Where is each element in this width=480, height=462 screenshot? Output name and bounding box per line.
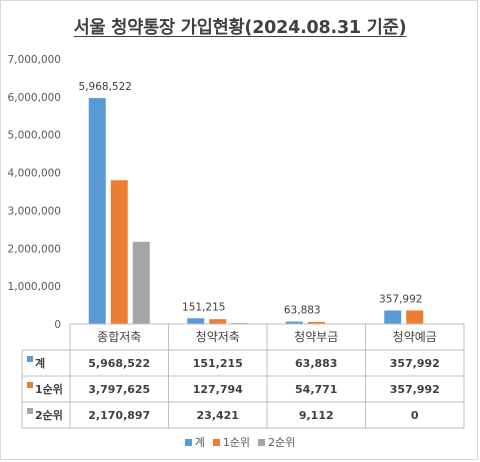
legend-swatch [184, 439, 192, 446]
y-tick-label: 3,000,000 [8, 205, 61, 217]
bar-1순위-종합저축 [110, 180, 128, 324]
table-legend-key [27, 356, 33, 362]
table-row-label: 1순위 [35, 383, 63, 396]
data-label: 151,215 [182, 301, 225, 313]
legend-item: 계 [184, 434, 205, 450]
category-label: 청약예금 [393, 329, 437, 344]
y-tick-label: 1,000,000 [8, 281, 61, 293]
table-row-label: 2순위 [35, 409, 63, 422]
axis-layer: 0 1,000,000 2,000,000 3,000,000 4,000,000 5,0… [8, 54, 61, 331]
table-cell: 151,215 [193, 357, 243, 370]
bar-1순위-청약예금 [406, 310, 424, 324]
table-cell: 3,797,625 [88, 383, 150, 396]
y-tick-label: 6,000,000 [8, 92, 61, 104]
legend-label: 1순위 [222, 436, 251, 449]
table-cell: 63,883 [295, 357, 337, 370]
legend-label: 계 [194, 436, 205, 449]
legend-swatch [258, 439, 266, 446]
bar-layer [88, 98, 424, 324]
bar-1순위-청약저축 [209, 319, 227, 324]
bar-계-청약저축 [187, 318, 205, 324]
table-cell: 9,112 [299, 409, 334, 422]
legend-item: 2순위 [258, 434, 295, 450]
chart-title: 서울 청약통장 가입현황(2024.08.31 기준) [0, 14, 480, 39]
y-tick-label: 5,000,000 [8, 130, 61, 142]
table-cell: 357,992 [390, 357, 440, 370]
y-tick-label: 0 [54, 319, 61, 331]
table-cell: 127,794 [193, 383, 243, 396]
data-label: 357,992 [379, 293, 422, 305]
y-tick-label: 2,000,000 [8, 243, 61, 255]
table-cell: 0 [411, 409, 419, 422]
data-label: 5,968,522 [79, 81, 132, 93]
category-label: 청약부금 [294, 329, 338, 344]
bar-2순위-종합저축 [132, 241, 150, 324]
category-label: 종합저축 [97, 330, 141, 344]
bar-1순위-청약부금 [307, 321, 325, 324]
legend-item: 1순위 [212, 434, 251, 450]
y-tick-label: 4,000,000 [8, 168, 61, 180]
data-label: 63,883 [284, 305, 321, 317]
legend: 계 1순위 2순위 [0, 434, 480, 450]
legend-label: 2순위 [268, 436, 296, 449]
table-cell: 357,992 [390, 383, 440, 396]
table-cell: 23,421 [197, 409, 239, 422]
table-cell: 5,968,522 [88, 357, 150, 370]
table-legend-key [27, 408, 33, 414]
chart-title-text: 서울 청약통장 가입현황(2024.08.31 기준) [73, 18, 407, 38]
data-label-layer: 5,968,522 151,215 63,883 357,992 [79, 81, 423, 317]
table-legend-key [27, 382, 33, 388]
legend-swatch [212, 439, 220, 446]
bar-계-종합저축 [88, 98, 106, 324]
table-cell: 2,170,897 [88, 409, 150, 422]
y-tick-label: 7,000,000 [8, 54, 61, 66]
table-cell: 54,771 [295, 383, 337, 396]
category-label: 청약저축 [196, 329, 240, 344]
table-row-label: 계 [35, 356, 45, 370]
bar-계-청약예금 [384, 310, 402, 324]
bar-계-청약부금 [285, 321, 303, 324]
